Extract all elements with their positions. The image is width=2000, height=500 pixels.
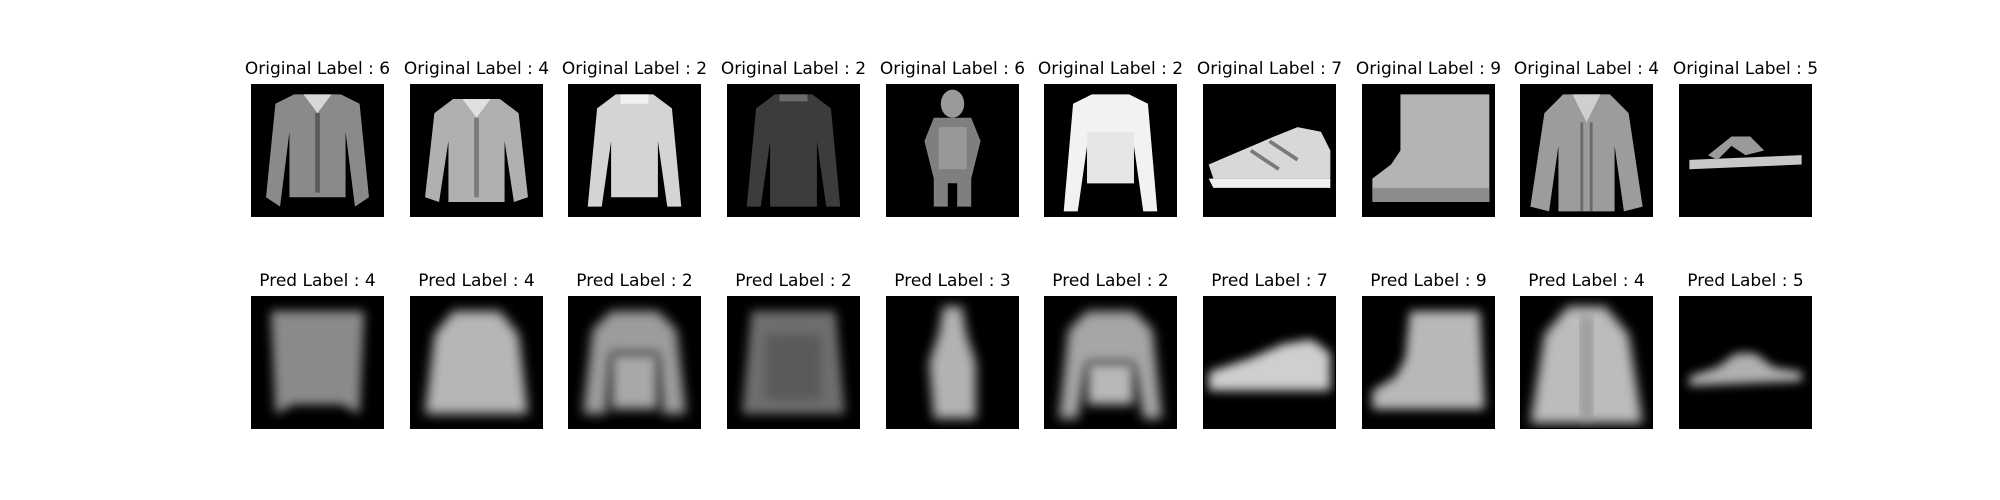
pred-row: Pred Label : 4 Pred Label : 4 Pred Label…	[0, 270, 2000, 460]
sandal-icon	[1679, 84, 1812, 217]
blurry-sandal-icon	[1679, 296, 1812, 429]
coat-icon	[410, 84, 543, 217]
cell-title: Pred Label : 4	[1528, 271, 1645, 291]
cell-title: Pred Label : 2	[576, 271, 693, 291]
coat-icon	[1520, 84, 1653, 217]
blurry-dress-icon	[886, 296, 1019, 429]
cell-title: Original Label : 6	[879, 59, 1026, 79]
cell-title: Original Label : 2	[561, 59, 708, 79]
shirt-person-icon	[886, 84, 1019, 217]
cell-title: Original Label : 2	[1037, 59, 1184, 79]
cell-title: Pred Label : 2	[1052, 271, 1169, 291]
blurry-sneaker-icon	[1203, 296, 1336, 429]
blurry-pullover-icon	[568, 296, 701, 429]
cell-title: Original Label : 2	[720, 59, 867, 79]
cell-title: Original Label : 4	[403, 59, 550, 79]
original-row: Original Label : 6 Original Label : 4 Or…	[0, 58, 2000, 248]
cell-title: Pred Label : 7	[1211, 271, 1328, 291]
cell-title: Original Label : 4	[1513, 59, 1660, 79]
pullover-dark-icon	[727, 84, 860, 217]
blurry-coat-icon	[410, 296, 543, 429]
blurry-top-icon	[251, 296, 384, 429]
pullover-icon	[568, 84, 701, 217]
cell-title: Pred Label : 4	[259, 271, 376, 291]
cell-title: Original Label : 7	[1196, 59, 1343, 79]
pullover-icon	[1044, 84, 1177, 217]
cell-title: Original Label : 5	[1672, 59, 1819, 79]
cell-title: Pred Label : 9	[1370, 271, 1487, 291]
cell-title: Pred Label : 4	[418, 271, 535, 291]
blurry-boot-icon	[1362, 296, 1495, 429]
cell-title: Original Label : 6	[244, 59, 391, 79]
ankle-boot-icon	[1362, 84, 1495, 217]
cell-title: Pred Label : 2	[735, 271, 852, 291]
blurry-pullover-icon	[1044, 296, 1177, 429]
sneaker-icon	[1203, 84, 1336, 217]
blurry-coat-icon	[1520, 296, 1653, 429]
cell-title: Pred Label : 3	[894, 271, 1011, 291]
blurry-pullover-icon	[727, 296, 860, 429]
shirt-icon	[251, 84, 384, 217]
cell-title: Original Label : 9	[1355, 59, 1502, 79]
cell-title: Pred Label : 5	[1687, 271, 1804, 291]
